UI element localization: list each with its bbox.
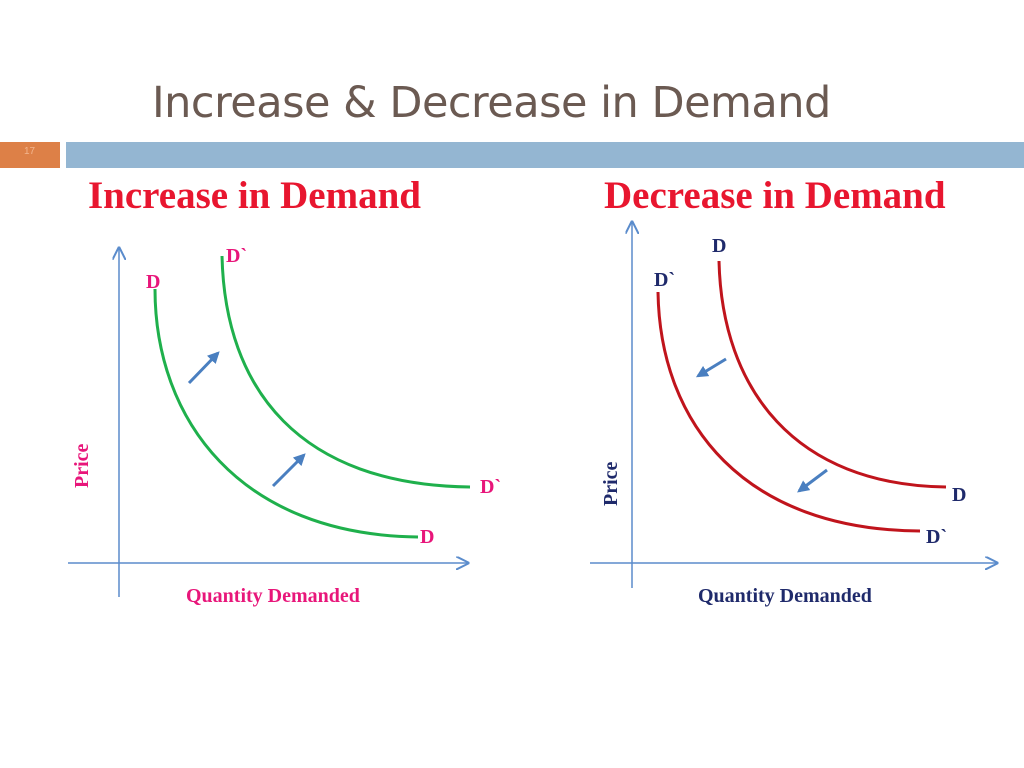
increase-curve-d-prime	[220, 255, 471, 489]
increase-y-axis-label: Price	[71, 443, 93, 488]
decrease-curve-d	[717, 260, 947, 489]
increase-curve-d	[153, 288, 419, 539]
increase-label-d-end: D	[420, 526, 434, 548]
decrease-y-axis-label: Price	[600, 461, 622, 506]
decrease-panel: D D` D D` Price Quantity Demanded	[590, 222, 997, 607]
decrease-label-d-prime-end: D`	[926, 526, 947, 548]
increase-label-d-prime-top: D`	[226, 245, 247, 267]
decrease-label-d-end: D	[952, 484, 966, 506]
decrease-label-d-prime-top: D`	[654, 269, 675, 291]
slide-number-box	[0, 142, 60, 168]
increase-shift-arrow-upper	[187, 351, 220, 385]
slide-title: Increase & Decrease in Demand	[152, 78, 831, 128]
increase-shift-arrow-lower	[271, 453, 306, 488]
decrease-curve-d-prime	[656, 291, 921, 533]
decrease-heading: Decrease in Demand	[604, 174, 946, 217]
increase-panel: D D` D` D Price Quantity Demanded	[68, 245, 501, 607]
decrease-label-d-top: D	[712, 235, 726, 257]
increase-x-axis-label: Quantity Demanded	[186, 585, 360, 607]
increase-heading: Increase in Demand	[88, 174, 421, 217]
decrease-shift-arrow-upper	[695, 357, 727, 378]
slide-number: 17	[24, 146, 36, 157]
increase-label-d-prime-end: D`	[480, 476, 501, 498]
decrease-shift-arrow-lower	[797, 468, 828, 493]
decrease-x-axis-label: Quantity Demanded	[698, 585, 872, 607]
title-band	[66, 142, 1024, 168]
increase-label-d-top: D	[146, 271, 160, 293]
